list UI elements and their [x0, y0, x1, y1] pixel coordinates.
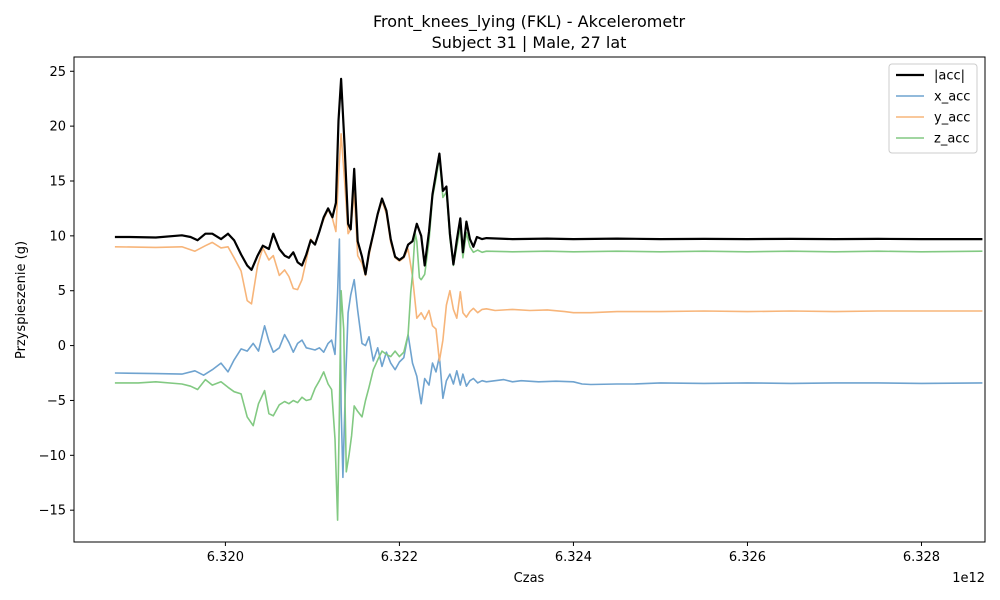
y-tick-label: −15: [39, 504, 66, 519]
x-offset-label: 1e12: [952, 571, 985, 586]
series-layer: [114, 77, 983, 521]
tick-layer: 6.320 6.322 6.324 6.326 6.328 −15 −10 −5 0 5 10 15 2…: [39, 65, 941, 565]
y-axis-label: Przyspieszenie (g): [14, 241, 29, 359]
legend-label: |acc|: [934, 69, 965, 84]
x-tick-label: 6.328: [903, 550, 940, 565]
x-tick-label: 6.326: [729, 550, 766, 565]
series-line-acc: [114, 77, 983, 276]
legend-label: z_acc: [934, 132, 970, 147]
x-tick-label: 6.324: [555, 550, 592, 565]
legend: |acc| x_acc y_acc z_acc: [888, 63, 978, 154]
series-line-yacc: [114, 133, 983, 362]
y-tick-label: 10: [49, 229, 66, 244]
y-tick-label: −5: [47, 394, 66, 409]
y-tick-label: 5: [58, 284, 66, 299]
series-line-zacc: [114, 156, 983, 521]
x-tick-label: 6.320: [207, 550, 244, 565]
series-line-xacc: [114, 238, 983, 479]
x-tick-label: 6.322: [381, 550, 418, 565]
legend-label: x_acc: [934, 90, 970, 105]
y-tick-label: 20: [49, 120, 66, 135]
plot-frame: [73, 56, 986, 543]
y-tick-label: −10: [39, 449, 66, 464]
legend-items: |acc| x_acc y_acc z_acc: [896, 69, 970, 147]
chart-title: Front_knees_lying (FKL) - Akcelerometr: [373, 12, 686, 32]
legend-box: [888, 63, 978, 154]
chart-subtitle: Subject 31 | Male, 27 lat: [432, 33, 627, 52]
y-tick-label: 15: [49, 174, 66, 189]
y-tick-label: 25: [49, 65, 66, 80]
legend-label: y_acc: [934, 111, 970, 126]
x-axis-label: Czas: [514, 571, 545, 586]
y-tick-label: 0: [58, 339, 66, 354]
